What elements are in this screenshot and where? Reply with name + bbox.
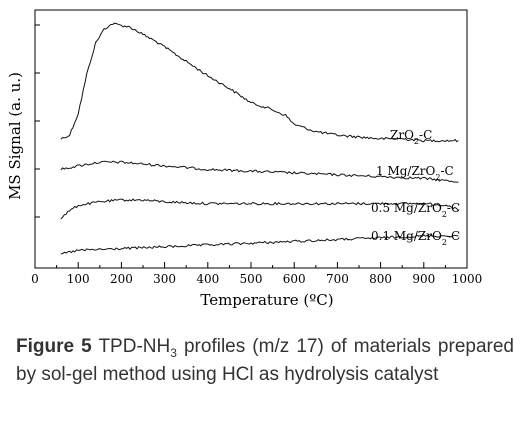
series-label: 0.5 Mg/ZrO2-C [371, 201, 460, 219]
x-tick-label: 800 [369, 272, 392, 286]
x-tick-label: 200 [110, 272, 133, 286]
x-tick-label: 100 [67, 272, 90, 286]
series-label: ZrO2-C [390, 128, 432, 146]
chart-axes: 0 100 200 300 400 500 600 700 800 900 1000 [31, 9, 483, 286]
y-axis-label: MS Signal (a. u.) [6, 72, 24, 200]
x-tick-label: 700 [326, 272, 349, 286]
x-tick-label: 900 [412, 272, 435, 286]
figure-number: Figure 5 [16, 336, 92, 357]
caption-text-end: profiles (m/z 17) of materials prepared … [16, 336, 514, 385]
tpd-chart: 0 100 200 300 400 500 600 700 800 900 1000 ZrO2-C 1… [6, 9, 483, 309]
x-tick-label: 0 [31, 272, 39, 286]
x-tick-label: 600 [283, 272, 306, 286]
x-tick-label: 300 [153, 272, 176, 286]
series-line [60, 234, 459, 255]
x-tick-label: 500 [240, 272, 263, 286]
caption-subscript: 3 [170, 345, 177, 360]
series-line [60, 198, 459, 220]
chart-traces [60, 22, 459, 255]
x-tick-label: 400 [196, 272, 219, 286]
series-line [60, 160, 459, 183]
series-line [60, 22, 459, 143]
chart-series-labels: ZrO2-C 1 Mg/ZrO2-C 0.5 Mg/ZrO2-C 0.1 Mg/ZrO… [371, 128, 460, 247]
figure-caption: Figure 5 TPD-NH3 profiles (m/z 17) of ma… [16, 333, 514, 389]
x-tick-label: 1000 [452, 272, 483, 286]
x-axis-label: Temperature (ºC) [200, 291, 333, 309]
series-label: 1 Mg/ZrO2-C [376, 164, 454, 182]
series-label: 0.1 Mg/ZrO2-C [371, 229, 460, 247]
caption-text-start: TPD-NH [91, 336, 171, 357]
